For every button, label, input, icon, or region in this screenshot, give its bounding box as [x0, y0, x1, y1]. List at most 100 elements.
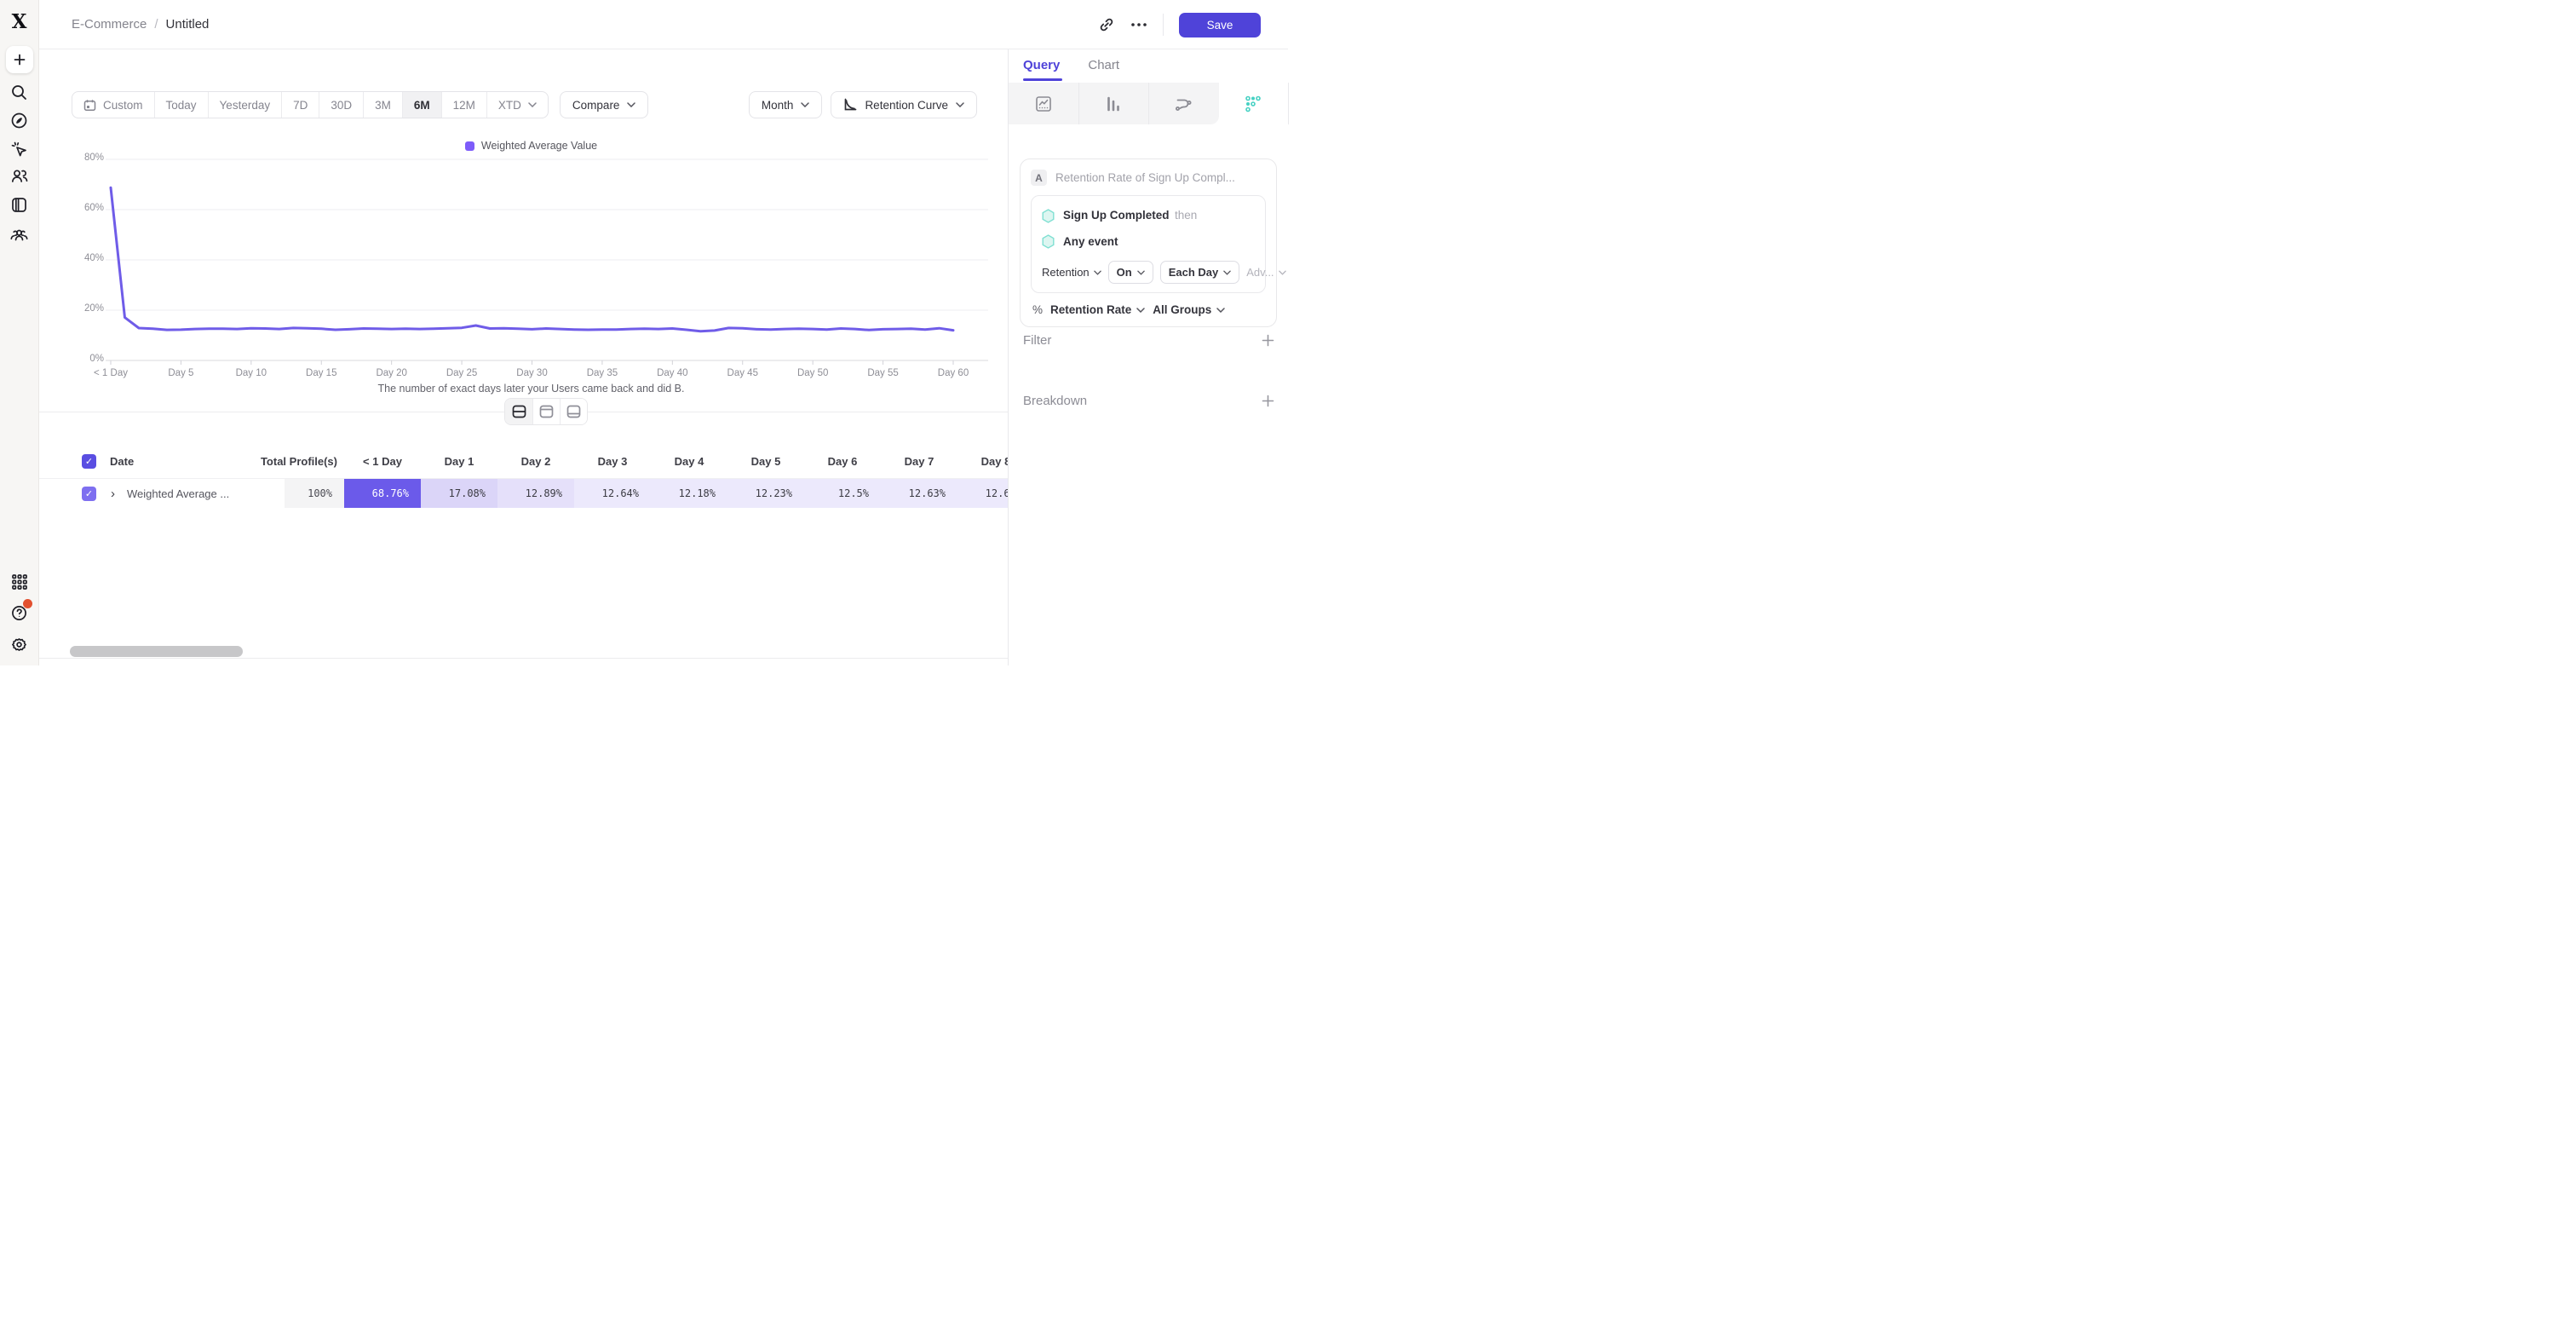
x-axis-tick-label: Day 60 [937, 368, 969, 378]
range-7d[interactable]: 7D [281, 92, 319, 118]
help-icon[interactable] [9, 599, 32, 624]
column-header[interactable]: < 1 Day [363, 454, 402, 468]
filter-label: Filter [1023, 332, 1052, 348]
column-header[interactable]: Day 1 [444, 454, 474, 468]
chevron-down-icon [627, 102, 636, 107]
breadcrumb-report-title[interactable]: Untitled [165, 17, 210, 32]
legend-swatch [464, 141, 474, 151]
range-12m[interactable]: 12M [440, 92, 486, 118]
report-main-area: Custom Today Yesterday 7D 30D 3M 6M 12M … [39, 49, 1008, 666]
chart-type-dropdown[interactable]: Retention Curve [831, 91, 977, 118]
first-event-name: Sign Up Completed [1063, 209, 1170, 222]
measure-prefix: % [1032, 303, 1044, 316]
step-title-input[interactable]: Retention Rate of Sign Up Compl... [1055, 171, 1235, 184]
column-header[interactable]: Day 8 [980, 454, 1008, 468]
select-all-checkbox[interactable]: ✓ [82, 453, 96, 469]
chevron-down-icon [1223, 270, 1232, 275]
cohorts-icon[interactable] [9, 223, 31, 245]
x-axis-tick-label: Day 25 [446, 368, 478, 378]
range-xtd[interactable]: XTD [486, 92, 548, 118]
tab-query[interactable]: Query [1023, 58, 1061, 72]
report-type-bar [1009, 83, 1289, 124]
column-header[interactable]: Day 7 [904, 454, 934, 468]
y-axis-tick-label: 40% [83, 253, 104, 263]
retention-mode-dropdown[interactable]: Retention [1042, 266, 1101, 279]
range-today[interactable]: Today [153, 92, 208, 118]
column-header[interactable]: Total Profile(s) [260, 454, 337, 468]
apps-grid-icon[interactable] [9, 571, 31, 593]
column-header[interactable]: Day 2 [520, 454, 551, 468]
tab-chart[interactable]: Chart [1088, 58, 1120, 72]
insights-icon [1035, 95, 1051, 112]
explore-compass-icon[interactable] [9, 109, 31, 131]
add-breakdown-button[interactable] [1262, 395, 1274, 407]
mixpanel-logo-icon[interactable]: X [11, 9, 27, 33]
x-axis-caption: The number of exact days later your User… [377, 383, 685, 395]
event-selection-card: Sign Up Completed then Any event Retenti… [1031, 195, 1286, 293]
row-expand-chevron[interactable]: › [111, 486, 115, 501]
on-dropdown[interactable]: On [1107, 261, 1153, 284]
users-icon[interactable] [9, 164, 31, 187]
chevron-down-icon [1093, 270, 1101, 275]
date-range-group: Custom Today Yesterday 7D 30D 3M 6M 12M … [72, 91, 549, 118]
panel-tabs: Query Chart [1023, 58, 1119, 79]
chevron-down-icon [528, 102, 537, 107]
layout-table-only-button[interactable] [560, 399, 587, 424]
y-axis-tick-label: 0% [89, 354, 104, 364]
metric-dropdown[interactable]: Retention Rate [1050, 303, 1146, 316]
range-3m[interactable]: 3M [363, 92, 402, 118]
filter-section: Filter [1023, 327, 1274, 353]
copy-link-icon[interactable] [1098, 16, 1115, 33]
range-custom[interactable]: Custom [72, 92, 154, 118]
table-divider [39, 478, 1008, 479]
report-insights-tab[interactable] [1009, 83, 1079, 124]
report-flows-tab[interactable] [1149, 83, 1219, 124]
chevron-down-icon [1136, 307, 1146, 313]
events-cursor-icon[interactable] [9, 138, 31, 160]
save-button[interactable]: Save [1179, 12, 1261, 37]
search-icon[interactable] [9, 81, 31, 103]
table-header-row: ✓ Date Total Profile(s) < 1 Day Day 1 Day 2… [39, 448, 1008, 474]
column-header[interactable]: Day 4 [674, 454, 704, 468]
groups-dropdown[interactable]: All Groups [1153, 303, 1226, 316]
column-header[interactable]: Day 5 [750, 454, 781, 468]
compare-button[interactable]: Compare [559, 91, 649, 118]
horizontal-scrollbar-thumb[interactable] [70, 646, 243, 657]
returning-event-row[interactable]: Any event [1042, 230, 1255, 252]
layout-split-view-button[interactable] [505, 399, 532, 424]
retention-value-cell: 17.08% [421, 479, 497, 508]
bottom-border [39, 658, 1008, 659]
granularity-dropdown[interactable]: Month [748, 91, 823, 118]
date-column-header: Date [110, 454, 135, 468]
column-header[interactable]: Day 6 [827, 454, 858, 468]
query-builder-panel: Query Chart A Retention Rate of Sign Up … [1008, 49, 1289, 666]
boards-icon[interactable] [9, 193, 31, 216]
breadcrumb-project[interactable]: E-Commerce [72, 17, 147, 32]
report-retention-tab[interactable] [1218, 83, 1289, 124]
range-yesterday[interactable]: Yesterday [207, 92, 282, 118]
retention-value-cell: 12.66% [957, 479, 1008, 508]
event-hexagon-icon [1042, 208, 1055, 223]
add-filter-button[interactable] [1262, 334, 1274, 347]
x-axis-tick-label: Day 50 [796, 368, 829, 378]
layout-chart-only-button[interactable] [532, 399, 560, 424]
first-event-row[interactable]: Sign Up Completed then [1042, 205, 1255, 227]
create-button[interactable] [6, 46, 33, 73]
column-header[interactable]: Day 3 [597, 454, 628, 468]
retention-value-cell: 12.18% [651, 479, 727, 508]
chart-legend[interactable]: Weighted Average Value [73, 140, 989, 152]
plus-icon [1262, 395, 1274, 406]
row-checkbox[interactable]: ✓ [82, 486, 96, 501]
interval-dropdown[interactable]: Each Day [1159, 261, 1240, 284]
report-funnels-tab[interactable] [1078, 83, 1149, 124]
help-notification-dot [22, 599, 32, 608]
x-axis-tick-label: Day 10 [235, 368, 267, 378]
settings-gear-icon[interactable] [9, 634, 31, 656]
range-6m-active[interactable]: 6M [401, 92, 441, 118]
range-30d[interactable]: 30D [319, 92, 363, 118]
event-hexagon-icon [1042, 233, 1055, 249]
more-options-icon[interactable] [1130, 22, 1147, 27]
advanced-dropdown[interactable]: Adv... [1246, 266, 1286, 279]
retention-line-chart[interactable] [72, 145, 1008, 411]
x-axis-tick-label: Day 15 [306, 368, 337, 378]
